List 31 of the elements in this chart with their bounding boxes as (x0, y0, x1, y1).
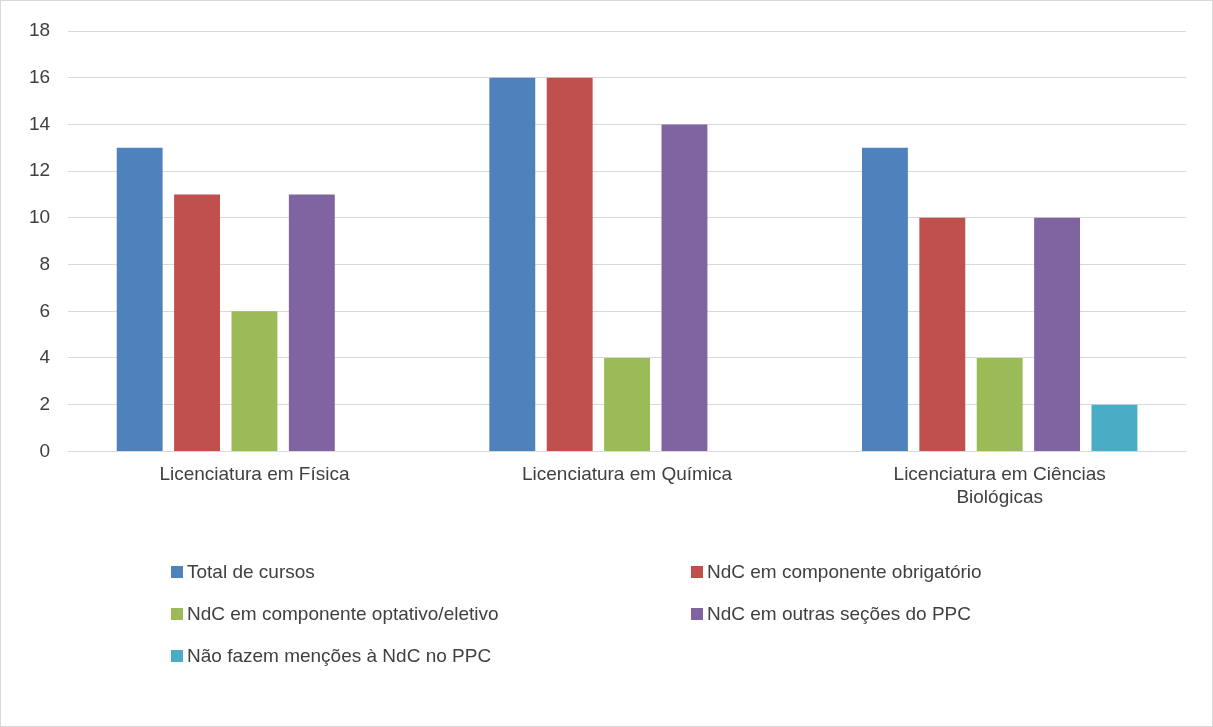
legend-label: NdC em componente optativo/eletivo (187, 603, 499, 625)
bar (1091, 404, 1138, 451)
y-tick-label: 14 (28, 112, 51, 134)
legend-label: NdC em outras seções do PPC (707, 603, 972, 625)
legend-label: NdC em componente obrigatório (707, 561, 982, 583)
bar (661, 124, 708, 451)
x-tick-label: Licenciatura em Química (521, 463, 733, 485)
bar (604, 357, 651, 451)
x-tick-label: Licenciatura em Física (159, 463, 350, 485)
y-tick-label: 0 (39, 439, 51, 461)
bar (976, 357, 1023, 451)
bar (489, 77, 536, 451)
y-tick-label: 2 (39, 392, 51, 414)
legend-label: Total de cursos (187, 561, 315, 583)
y-tick-label: 6 (39, 299, 51, 321)
y-tick-label: 4 (39, 346, 51, 368)
y-tick-label: 16 (28, 65, 51, 87)
y-tick-label: 10 (28, 206, 51, 228)
bar (288, 194, 335, 451)
bar (1034, 217, 1081, 451)
legend-label: Não fazem menções à NdC no PPC (187, 645, 492, 667)
bar (231, 311, 278, 451)
bar (861, 147, 908, 451)
y-tick-label: 8 (39, 252, 51, 274)
y-tick-label: 12 (28, 159, 51, 181)
bar (174, 194, 221, 451)
bar (546, 77, 593, 451)
y-tick-label: 18 (28, 19, 51, 41)
bar (919, 217, 966, 451)
x-tick-label: Licenciatura em Ciências Biológicas (893, 463, 1106, 507)
bar (116, 147, 163, 451)
